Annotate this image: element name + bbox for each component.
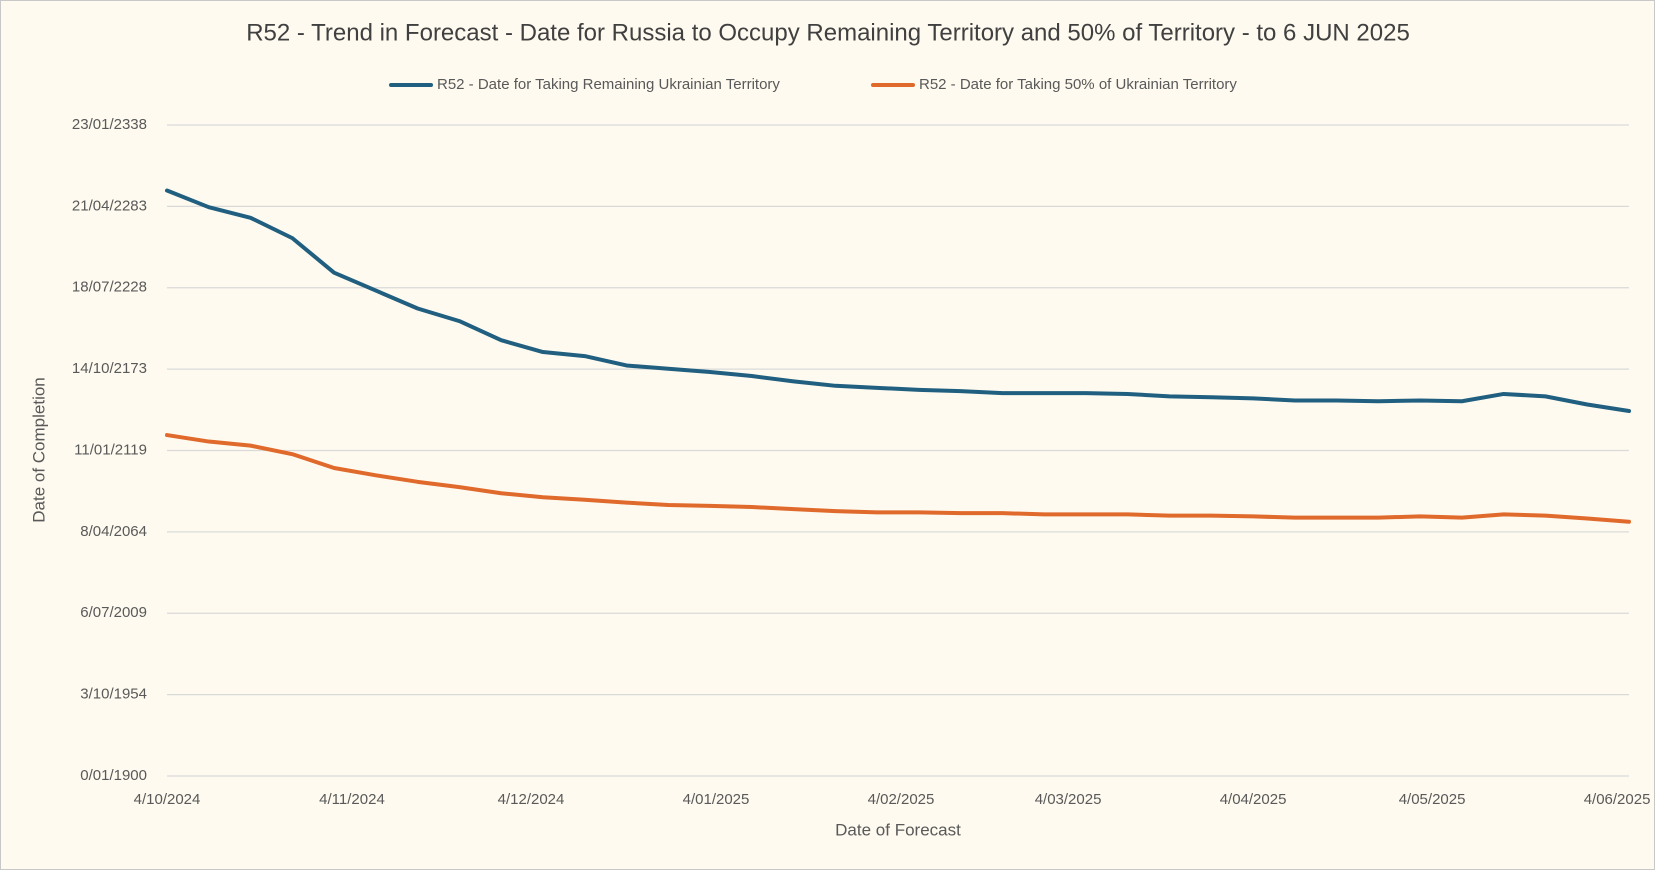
y-tick-label: 23/01/2338 [72,116,147,133]
y-tick-label: 8/04/2064 [80,523,147,540]
data-line [165,188,1631,414]
x-tick-label: 4/12/2024 [498,791,565,808]
legend-label: R52 - Date for Taking 50% of Ukrainian T… [919,76,1237,93]
x-axis-title: Date of Forecast [835,820,961,839]
x-tick-label: 4/04/2025 [1220,791,1287,808]
y-tick-label: 6/07/2009 [80,604,147,621]
y-tick-label: 3/10/1954 [80,686,147,703]
y-tick-label: 14/10/2173 [72,360,147,377]
x-tick-label: 4/01/2025 [683,791,750,808]
y-tick-label: 21/04/2283 [72,197,147,214]
y-tick-label: 0/01/1900 [80,767,147,784]
x-tick-label: 4/02/2025 [868,791,935,808]
x-tick-label: 4/06/2025 [1584,791,1651,808]
y-axis-title: Date of Completion [29,377,48,523]
chart-title: R52 - Trend in Forecast - Date for Russi… [246,19,1410,46]
x-tick-label: 4/05/2025 [1399,791,1466,808]
data-line [165,433,1631,524]
legend-label: R52 - Date for Taking Remaining Ukrainia… [437,76,780,93]
x-tick-label: 4/11/2024 [319,791,385,808]
y-tick-label: 11/01/2119 [74,441,147,458]
y-tick-label: 18/07/2228 [72,279,147,296]
x-tick-label: 4/10/2024 [134,791,201,808]
x-tick-label: 4/03/2025 [1035,791,1102,808]
